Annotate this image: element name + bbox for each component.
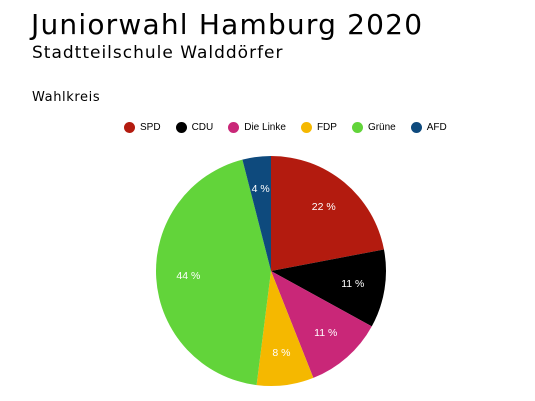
legend-swatch	[351, 121, 363, 133]
legend-item-fdp[interactable]: FDP	[300, 121, 337, 133]
pie-slice-label-cdu: 11 %	[341, 278, 364, 290]
legend-swatch	[410, 121, 422, 133]
legend-item-spd[interactable]: SPD	[124, 121, 161, 133]
legend-label: Grüne	[367, 121, 396, 133]
legend-label: SPD	[140, 121, 161, 133]
legend-swatch	[228, 121, 240, 133]
pie-slice-spd[interactable]	[271, 156, 384, 271]
section-label: Wahlkreis	[32, 90, 101, 105]
pie-slice-fdp[interactable]	[256, 271, 314, 386]
pie-slice-cdu[interactable]	[271, 249, 386, 327]
pie-slice-label-fdp: 8 %	[272, 347, 290, 359]
pie-slice-label-spd: 22 %	[312, 201, 336, 213]
pie-slice-die-linke[interactable]	[271, 271, 372, 378]
legend-swatch	[175, 121, 187, 133]
page-subtitle: Stadtteilschule Walddörfer	[32, 43, 284, 63]
legend-swatch	[300, 121, 312, 133]
legend-item-grüne[interactable]: Grüne	[351, 121, 396, 133]
legend-label: AFD	[426, 121, 447, 133]
legend-item-die-linke[interactable]: Die Linke	[228, 121, 286, 133]
legend-label: Die Linke	[244, 121, 286, 133]
legend-swatch	[124, 121, 135, 133]
legend-label: CDU	[191, 121, 214, 133]
pie-slice-grüne[interactable]	[156, 159, 271, 386]
pie-slice-label-die-linke: 11 %	[314, 327, 337, 339]
legend-label: FDP	[316, 121, 337, 133]
legend-item-afd[interactable]: AFD	[410, 121, 447, 133]
pie-slice-label-afd: 4 %	[252, 183, 270, 195]
pie-slice-afd[interactable]	[242, 156, 271, 271]
pie-slice-label-grüne: 44 %	[176, 270, 200, 282]
chart-legend: SPD CDU Die Linke FDP Grüne AFD	[124, 120, 462, 134]
page-title: Juniorwahl Hamburg 2020	[31, 8, 424, 41]
legend-item-cdu[interactable]: CDU	[175, 121, 214, 133]
